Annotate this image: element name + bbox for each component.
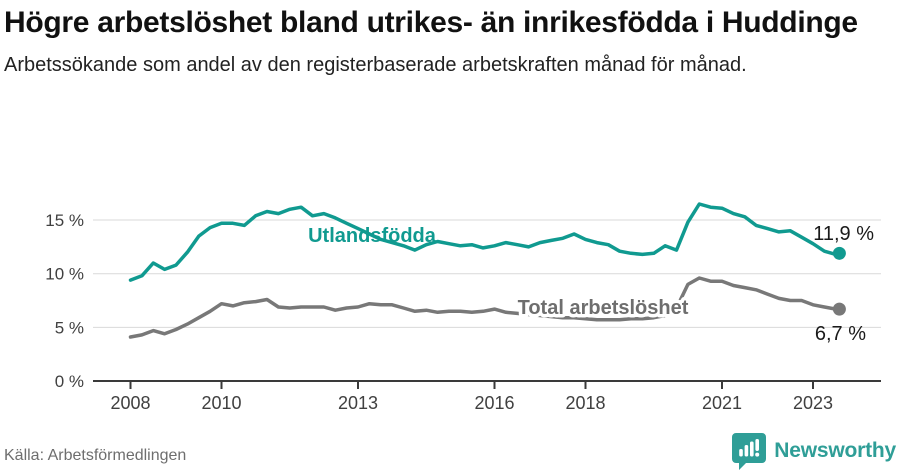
end-value-label-utlandsfodda: 11,9 % xyxy=(813,223,874,245)
newsworthy-wordmark: Newsworthy xyxy=(774,439,896,462)
series-line-0 xyxy=(128,202,842,282)
end-value-label-total: 6,7 % xyxy=(815,323,866,345)
page-subtitle: Arbetssökande som andel av den registerb… xyxy=(4,54,747,76)
page-title: Högre arbetslöshet bland utrikes- än inr… xyxy=(4,6,858,39)
series-label-utlandsfodda: Utlandsfödda xyxy=(308,225,437,247)
chart-footer: Källa: Arbetsförmedlingen Newsworthy xyxy=(0,428,900,474)
newsworthy-logo-link[interactable]: Newsworthy xyxy=(732,432,896,470)
series-line-1 xyxy=(128,276,842,339)
x-tick-label: 2016 xyxy=(474,393,514,413)
x-tick-label: 2013 xyxy=(338,393,378,413)
x-tick-label: 2008 xyxy=(110,393,150,413)
series-end-dot-0 xyxy=(832,246,846,260)
chart-header: Högre arbetslöshet bland utrikes- än inr… xyxy=(4,4,884,79)
chart-canvas: 0 % 5 % 10 % 15 % 2008 2010 2013 2016 2018 2021 20… xyxy=(45,202,881,413)
series-end-dot-1 xyxy=(832,302,846,316)
y-tick-label: 15 % xyxy=(45,211,84,230)
x-tick-label: 2021 xyxy=(702,393,742,413)
x-tick-label: 2023 xyxy=(793,393,833,413)
source-credit: Källa: Arbetsförmedlingen xyxy=(4,447,187,464)
y-tick-label: 5 % xyxy=(55,318,84,337)
axes-layer: 0 % 5 % 10 % 15 % 2008 2010 2013 2016 2018 2021 20… xyxy=(45,211,881,413)
y-tick-label: 0 % xyxy=(55,372,84,391)
newsworthy-icon xyxy=(732,432,767,470)
y-tick-label: 10 % xyxy=(45,265,84,284)
line-chart: 0 % 5 % 10 % 15 % 2008 2010 2013 2016 2018 2021 20… xyxy=(0,164,900,422)
x-tick-label: 2018 xyxy=(565,393,605,413)
series-layer xyxy=(128,202,846,339)
x-tick-label: 2010 xyxy=(201,393,241,413)
series-label-total-arbetsloshet: Total arbetslöshet xyxy=(518,297,689,319)
